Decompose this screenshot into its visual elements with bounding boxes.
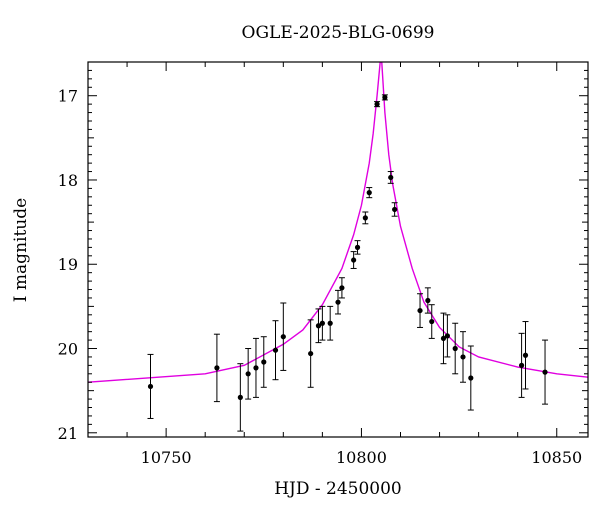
data-point [468, 375, 474, 381]
data-point [542, 369, 548, 375]
x-tick-label: 10850 [531, 448, 582, 467]
data-point [308, 350, 314, 357]
data-point [272, 347, 279, 353]
data-point [425, 297, 431, 304]
x-tick-label: 10800 [336, 448, 387, 467]
data-point [354, 244, 361, 250]
data-point [429, 318, 435, 325]
data-point [237, 394, 243, 400]
data-point [392, 206, 398, 213]
y-tick-label: 21 [58, 424, 78, 443]
data-point [388, 174, 394, 181]
data-point [319, 320, 325, 326]
data-point [245, 371, 251, 377]
data-point [522, 352, 529, 358]
y-tick-label: 20 [58, 340, 78, 359]
y-axis-label: I magnitude [11, 198, 31, 302]
data-point [280, 334, 286, 340]
data-point [214, 365, 220, 371]
x-axis-label: HJD - 2450000 [274, 479, 402, 499]
y-tick-label: 17 [58, 87, 78, 106]
data-point [351, 257, 357, 263]
data-point [382, 94, 388, 100]
data-point [327, 320, 333, 326]
data-point [452, 345, 458, 352]
chart-title: OGLE-2025-BLG-0699 [242, 23, 435, 43]
x-tick-label: 10750 [141, 448, 192, 467]
axis-ticks: 10750 10800 10850 17 18 19 20 21 [58, 61, 588, 467]
model-curve [88, 62, 588, 383]
y-tick-label: 18 [58, 171, 78, 190]
data-point [261, 359, 267, 365]
plot-area [88, 62, 588, 432]
data-point [444, 333, 450, 339]
data-point [518, 362, 525, 368]
data-point [339, 285, 345, 291]
plot-frame [87, 61, 589, 438]
data-point [315, 323, 322, 329]
data-point [335, 299, 341, 305]
data-point [362, 215, 368, 221]
data-point [374, 101, 380, 107]
data-point [460, 354, 466, 360]
data-point [253, 365, 259, 371]
y-tick-label: 19 [58, 255, 78, 274]
data-point [147, 383, 154, 390]
data-point [366, 190, 372, 196]
data-point [440, 335, 447, 342]
data-point [417, 307, 423, 314]
